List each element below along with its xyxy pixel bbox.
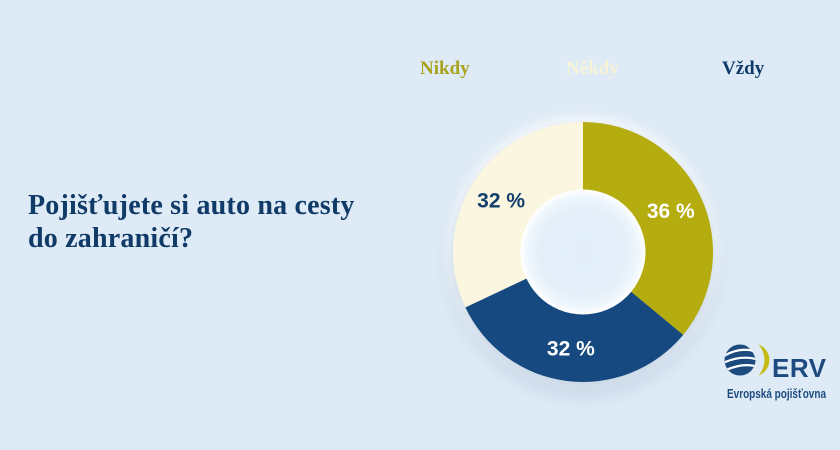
donut-segment-nikdy [583,122,713,335]
segment-value-label: 32 % [547,338,595,361]
donut-slices [453,122,713,382]
legend-item-vzdy: Vždy [722,58,765,79]
donut-segment-někdy [453,122,583,308]
donut-hole [520,189,646,315]
legend-item-nekdy: Někdy [566,58,619,79]
erv-subtitle-text: Evropská pojišťovna [727,387,827,401]
donut-outer-glow [447,116,719,388]
legend-item-nikdy: Nikdy [420,58,470,79]
donut-labels: 36 % 32 % 32 % [477,189,695,360]
erv-logo: ERV Evropská pojišťovna [724,344,827,401]
segment-value-label: 32 % [477,189,525,212]
segment-value-label: 36 % [647,200,695,223]
donut-segment-vždy [465,278,684,382]
erv-crescent-icon [758,344,770,376]
erv-brand-text: ERV [772,353,827,383]
chart-question: Pojišťujete si auto na cesty do zahranič… [28,190,355,254]
